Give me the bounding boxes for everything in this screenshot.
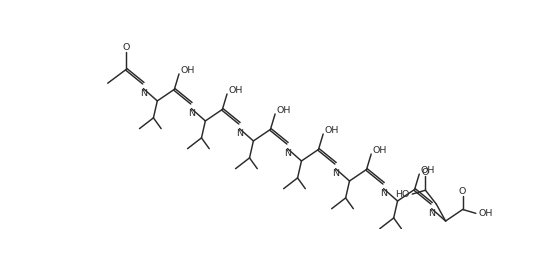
Text: OH: OH [478,209,492,218]
Text: N: N [428,209,435,218]
Text: N: N [236,129,243,138]
Text: HO: HO [395,190,410,199]
Text: O: O [123,43,130,52]
Text: N: N [188,109,195,118]
Text: N: N [380,189,387,198]
Text: OH: OH [325,126,339,135]
Text: OH: OH [181,66,195,75]
Text: N: N [332,169,339,178]
Text: O: O [459,187,466,196]
Text: OH: OH [277,106,291,115]
Text: N: N [140,89,147,98]
Text: O: O [422,168,429,177]
Text: OH: OH [373,146,387,155]
Text: OH: OH [421,166,435,175]
Text: OH: OH [229,86,243,95]
Text: N: N [284,149,291,158]
